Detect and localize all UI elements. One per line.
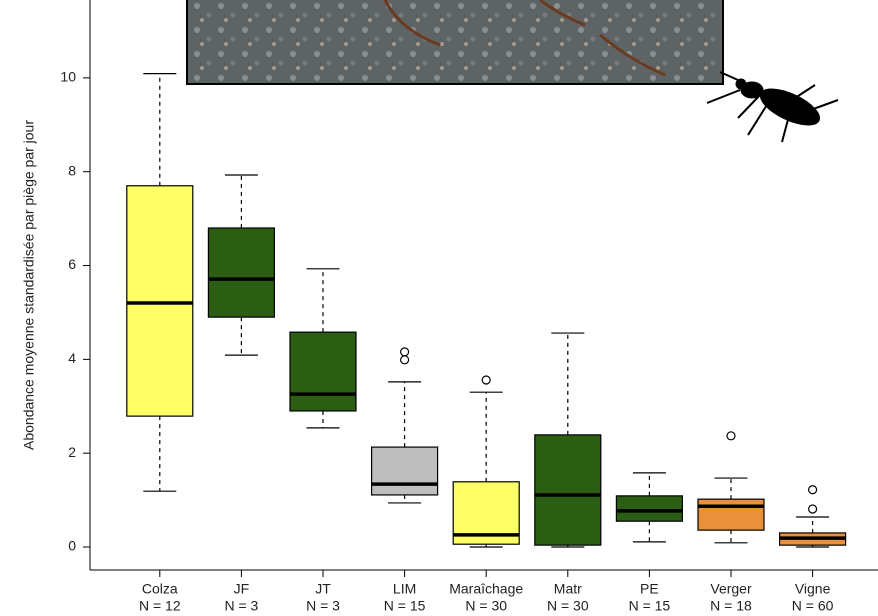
y-tick-label: 8 bbox=[68, 162, 76, 178]
x-tick-label: Colza bbox=[142, 581, 178, 597]
y-tick-label: 2 bbox=[68, 444, 76, 460]
x-tick-label: JF bbox=[234, 581, 250, 597]
y-tick-label: 10 bbox=[60, 69, 76, 85]
y-tick-label: 6 bbox=[68, 256, 76, 272]
x-tick-label: Vigne bbox=[795, 581, 831, 597]
x-tick-label: Matr bbox=[554, 581, 582, 597]
outlier bbox=[809, 505, 817, 513]
x-tick-label: LIM bbox=[393, 581, 416, 597]
outlier bbox=[727, 432, 735, 440]
n-label: N = 30 bbox=[547, 598, 589, 614]
x-tick-label: Maraîchage bbox=[449, 581, 523, 597]
box bbox=[127, 186, 193, 416]
box bbox=[698, 499, 764, 530]
outlier bbox=[401, 348, 409, 356]
photo bbox=[187, 0, 723, 84]
n-label: N = 12 bbox=[139, 598, 181, 614]
y-axis-title: Abondance moyenne standardisée par piège… bbox=[21, 120, 37, 450]
outlier bbox=[401, 356, 409, 364]
n-label: N = 15 bbox=[384, 598, 426, 614]
x-tick-label: Verger bbox=[710, 581, 752, 597]
y-tick-label: 4 bbox=[68, 350, 76, 366]
n-label: N = 3 bbox=[306, 598, 340, 614]
box bbox=[290, 332, 356, 411]
outlier bbox=[809, 486, 817, 494]
box bbox=[616, 496, 682, 521]
n-label: N = 15 bbox=[629, 598, 671, 614]
n-label: N = 18 bbox=[710, 598, 752, 614]
box bbox=[535, 435, 601, 545]
outlier bbox=[482, 376, 490, 384]
chart: Abondance moyenne standardisée par piège… bbox=[0, 0, 878, 616]
box bbox=[372, 447, 438, 495]
beetle-icon bbox=[707, 72, 838, 142]
x-tick-label: PE bbox=[640, 581, 659, 597]
n-label: N = 30 bbox=[465, 598, 507, 614]
y-tick-label: 0 bbox=[68, 538, 76, 554]
box bbox=[208, 228, 274, 317]
x-tick-label: JT bbox=[315, 581, 331, 597]
n-label: N = 3 bbox=[224, 598, 258, 614]
n-label: N = 60 bbox=[792, 598, 834, 614]
